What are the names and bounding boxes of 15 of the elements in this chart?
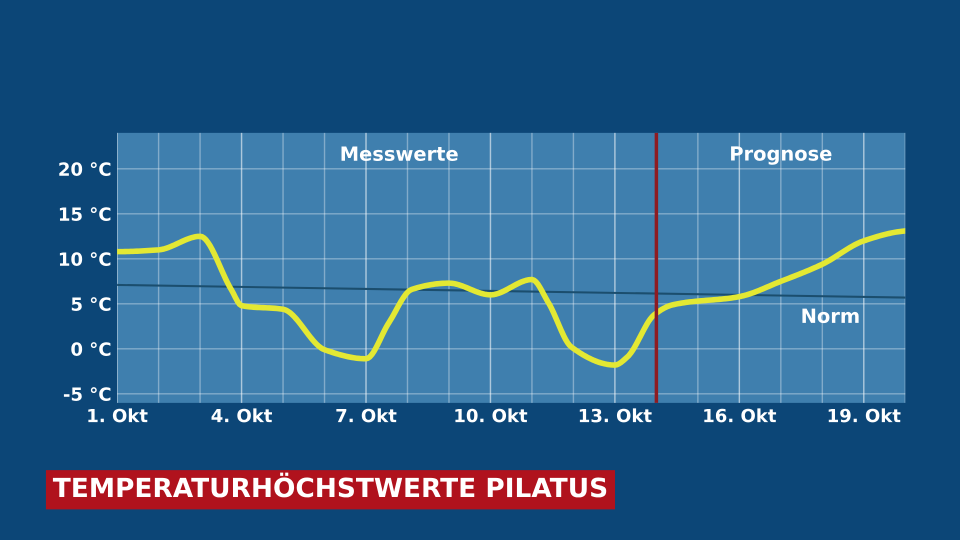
- y-tick-label: 15 °C: [60, 207, 110, 221]
- x-tick-label: 1. Okt: [88, 408, 148, 422]
- y-tick-label: -5 °C: [64, 387, 110, 401]
- y-tick-label: 10 °C: [60, 252, 110, 266]
- x-tick-label: 13. Okt: [580, 408, 652, 422]
- y-tick-label: 20 °C: [59, 162, 110, 176]
- x-tick-label: 19. Okt: [828, 408, 901, 422]
- x-tick-label: 4. Okt: [212, 408, 272, 422]
- series-label: Norm: [802, 308, 859, 324]
- text: TEMPERATURHÖCHSTWERTE PILATUS: [52, 472, 606, 498]
- y-tick-label: 0 °C: [71, 342, 110, 356]
- x-tick-label: 16. Okt: [704, 408, 776, 422]
- x-tick-label: 10. Okt: [455, 408, 528, 422]
- y-tick-label: 5 °C: [72, 297, 110, 311]
- x-tick-label: 7. Okt: [336, 408, 396, 422]
